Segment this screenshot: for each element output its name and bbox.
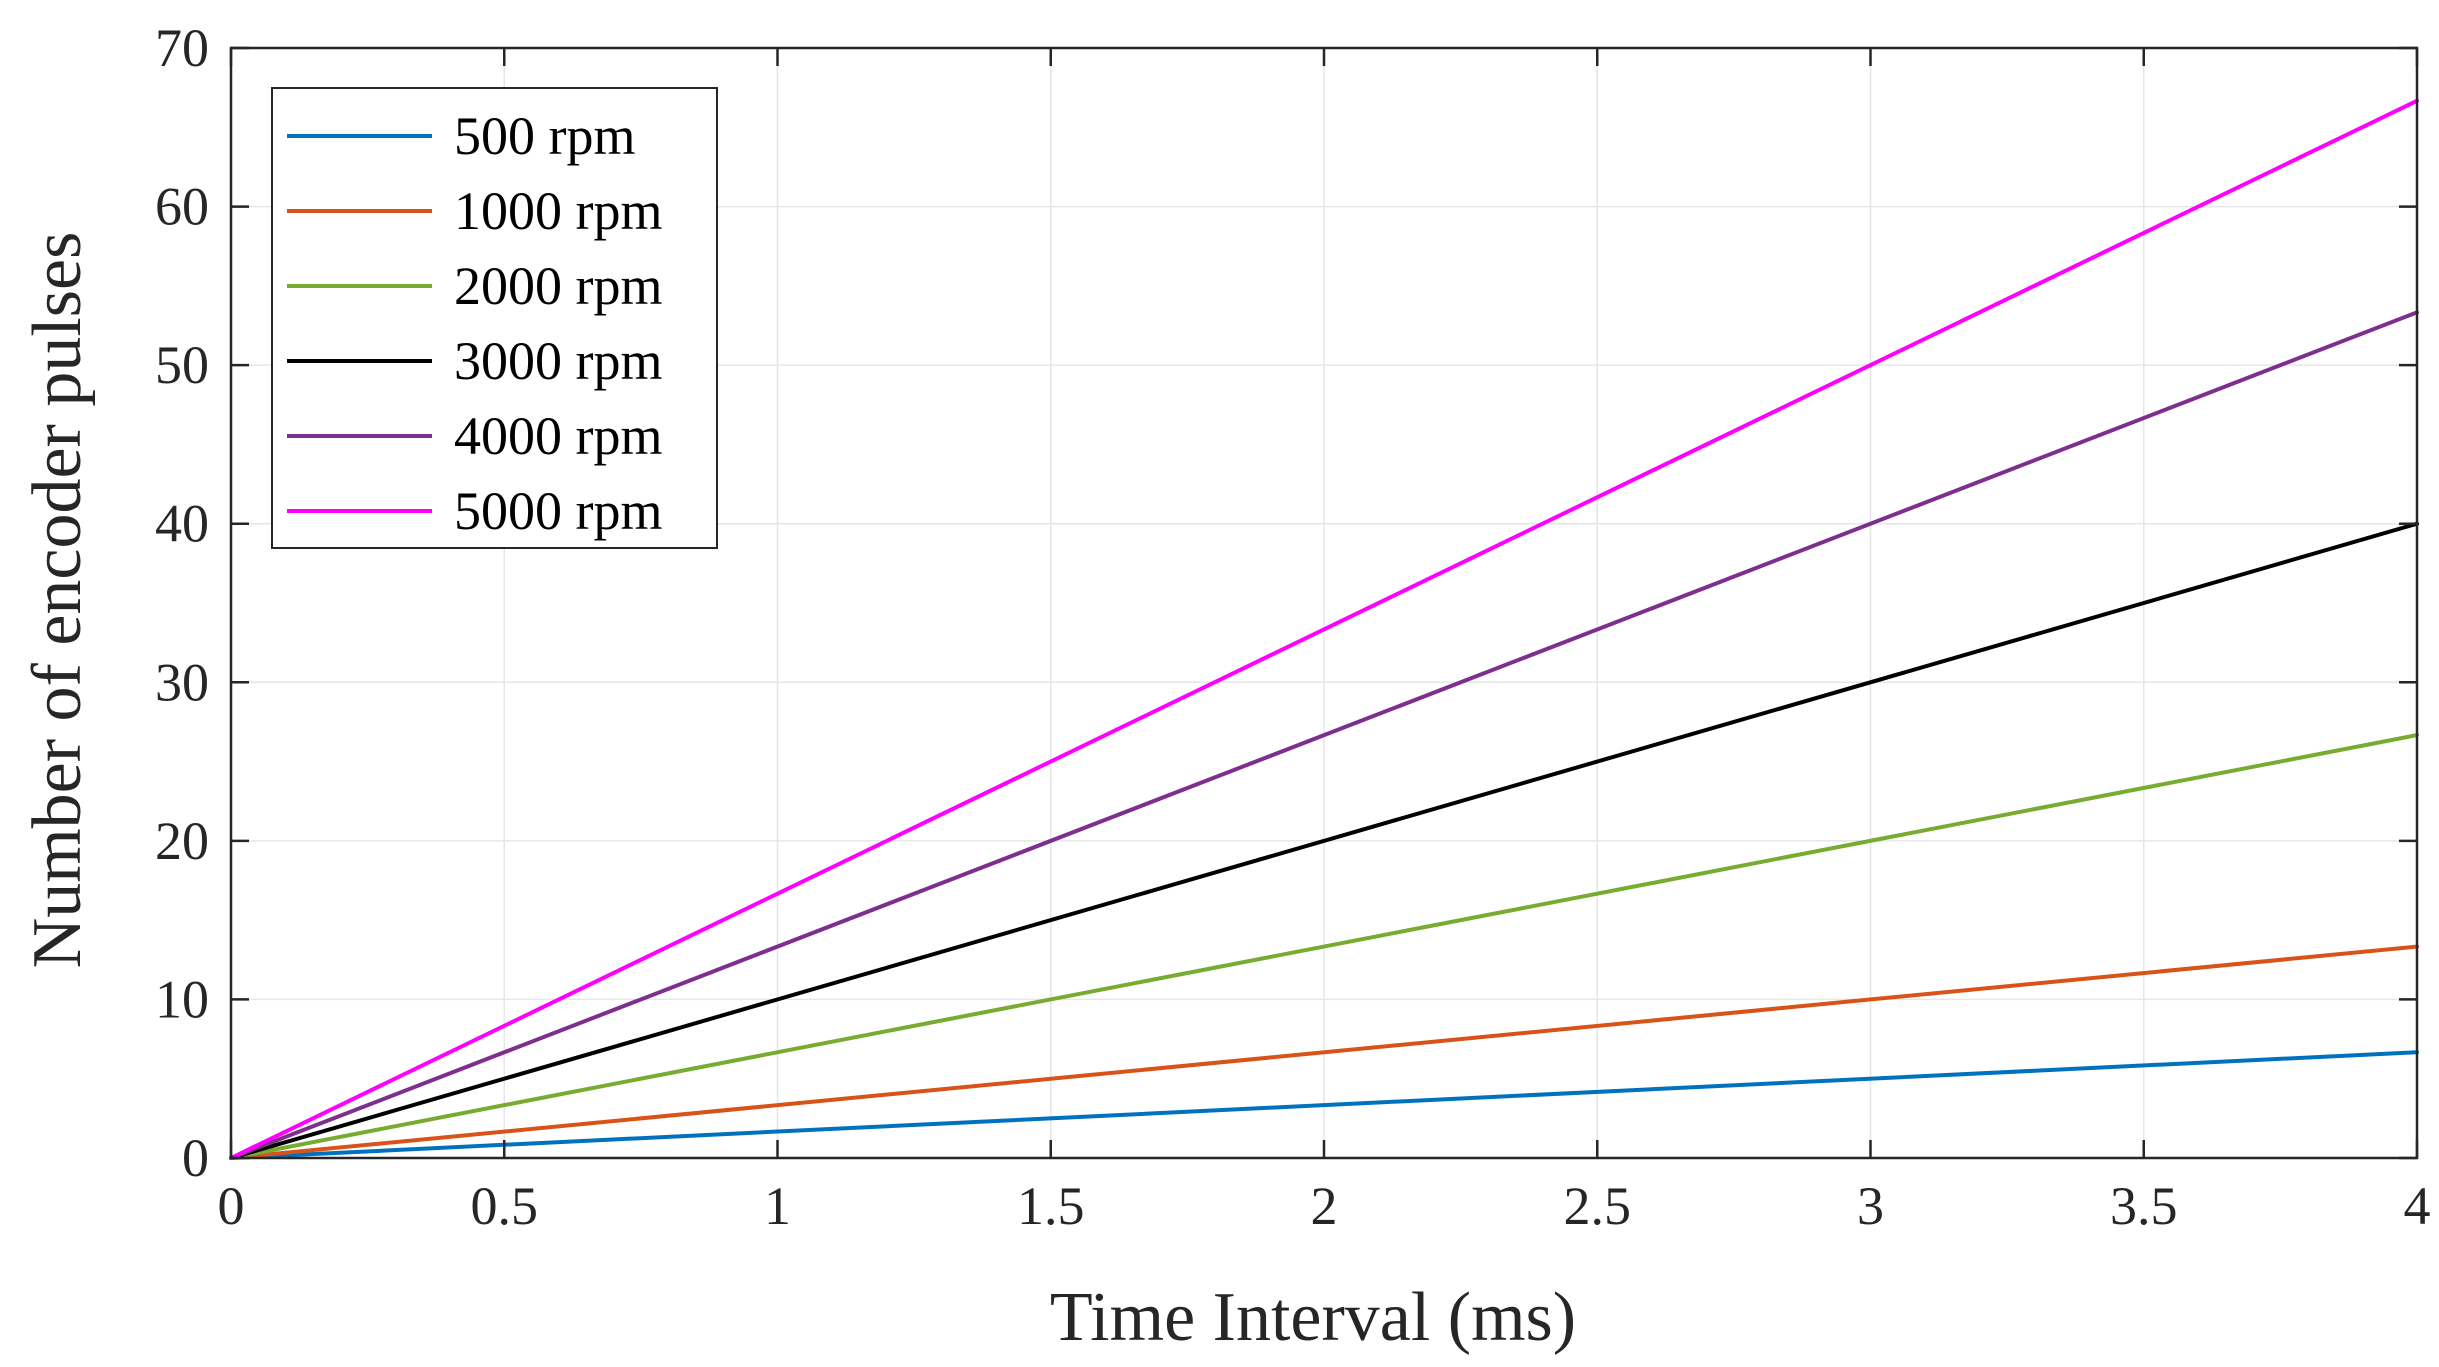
series-line	[229, 733, 2419, 1160]
y-tick-label: 60	[155, 177, 209, 237]
x-tick-label: 3.5	[2110, 1176, 2178, 1236]
y-axis-ticks: 0 10 20 30 40 50 60 70	[155, 18, 2417, 1188]
x-tick-label: 3	[1857, 1176, 1884, 1236]
series-line	[229, 521, 2419, 1160]
legend-label: 4000 rpm	[454, 406, 663, 466]
x-tick-label: 4	[2404, 1176, 2431, 1236]
y-axis-title: Number of encoder pulses	[19, 232, 96, 969]
x-tick-label: 0	[218, 1176, 245, 1236]
legend: 500 rpm 1000 rpm 2000 rpm 3000 rpm 4000 rpm 5…	[271, 87, 718, 549]
y-tick-label: 0	[182, 1128, 209, 1188]
y-tick-label: 40	[155, 494, 209, 554]
legend-label: 500 rpm	[454, 106, 636, 166]
y-tick-label: 10	[155, 969, 209, 1029]
x-tick-label: 1.5	[1017, 1176, 1085, 1236]
x-axis-ticks: 0 0.5 1 1.5 2 2.5 3 3.5 4	[218, 48, 2431, 1236]
x-tick-label: 2.5	[1564, 1176, 1632, 1236]
y-tick-label: 50	[155, 335, 209, 395]
series-lines	[229, 98, 2419, 1160]
y-tick-label: 70	[155, 18, 209, 78]
legend-label: 5000 rpm	[454, 481, 663, 541]
x-tick-label: 2	[1311, 1176, 1338, 1236]
x-tick-label: 0.5	[471, 1176, 539, 1236]
series-line	[229, 944, 2419, 1160]
x-tick-label: 1	[764, 1176, 791, 1236]
series-line	[229, 98, 2419, 1160]
legend-label: 1000 rpm	[454, 181, 663, 241]
x-axis-title: Time Interval (ms)	[1050, 1279, 1576, 1356]
y-tick-label: 30	[155, 652, 209, 712]
series-line	[229, 310, 2419, 1160]
legend-box	[271, 87, 718, 549]
legend-label: 2000 rpm	[454, 256, 663, 316]
y-tick-label: 20	[155, 811, 209, 871]
legend-label: 3000 rpm	[454, 331, 663, 391]
series-line	[229, 1050, 2419, 1160]
